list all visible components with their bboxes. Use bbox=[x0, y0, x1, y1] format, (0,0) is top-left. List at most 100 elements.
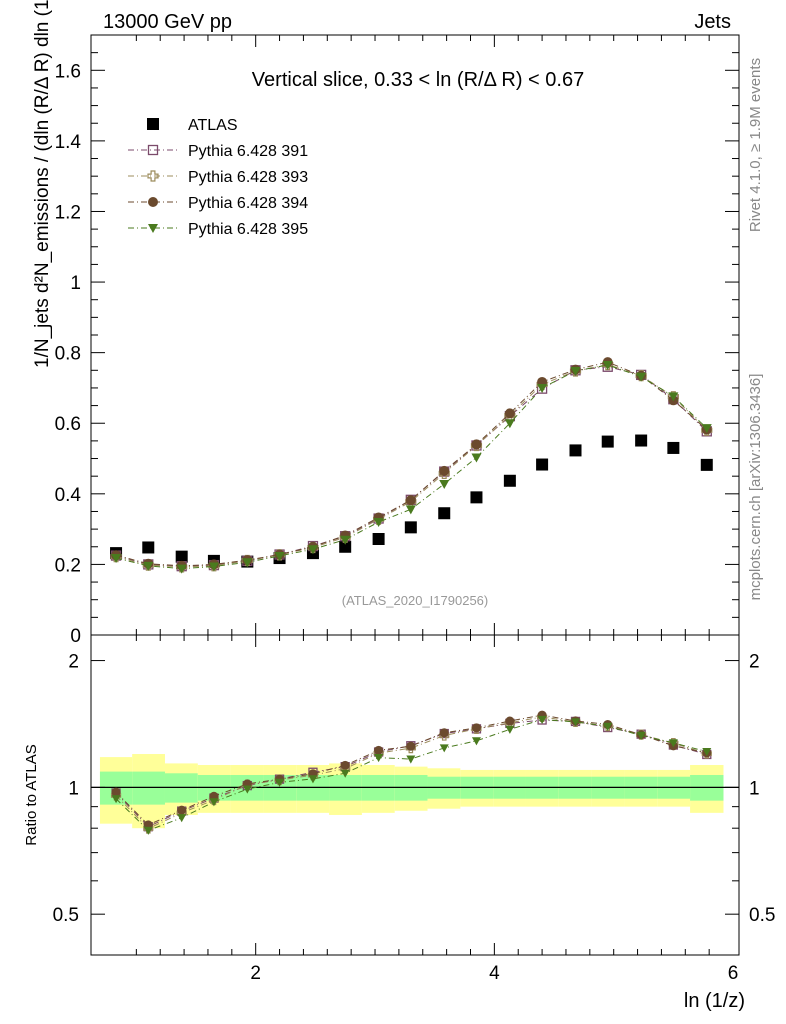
side-text-top: Rivet 4.1.0, ≥ 1.9M events bbox=[747, 58, 764, 232]
marker-triangle-down bbox=[505, 725, 515, 734]
y-tick-label-top: 1.6 bbox=[55, 61, 81, 82]
axes: 2 4 6 0 0.2 0.4 0.6 0.8 1 1.2 1.4 1.6 0.5 0.5 1 1 2 2 bbox=[53, 34, 775, 984]
x-axis-label: ln (1/z) bbox=[684, 990, 745, 1012]
marker-square bbox=[438, 507, 451, 520]
ratio-tick-label-right: 0.5 bbox=[749, 905, 775, 926]
marker-triangle-down bbox=[405, 505, 416, 515]
marker-square bbox=[667, 441, 680, 454]
side-text-bottom: mcplots.cern.ch [arXiv:1306.3436] bbox=[747, 374, 764, 601]
y-tick-label-top: 1.2 bbox=[55, 202, 81, 223]
x-tick-label: 6 bbox=[728, 963, 739, 984]
marker-triangle-down bbox=[143, 561, 154, 571]
series-line bbox=[115, 364, 708, 568]
x-tick-label: 4 bbox=[489, 963, 500, 984]
marker-square bbox=[503, 474, 516, 487]
marker-triangle-down bbox=[439, 479, 450, 489]
marker-square bbox=[404, 521, 417, 534]
ratio-tick-label-right: 1 bbox=[749, 778, 760, 799]
marker-triangle-down bbox=[176, 564, 187, 574]
series-layer bbox=[110, 357, 713, 835]
marker-triangle-down bbox=[242, 558, 253, 568]
marker-triangle-down bbox=[537, 715, 547, 724]
marker-triangle-down bbox=[177, 814, 187, 823]
marker-square bbox=[372, 533, 385, 545]
marker-square bbox=[142, 541, 155, 554]
marker-circle bbox=[148, 197, 158, 207]
y-tick-label-top: 0.6 bbox=[55, 414, 81, 435]
marker-triangle-down bbox=[636, 731, 646, 740]
chart-title: Vertical slice, 0.33 < ln (R/Δ R) < 0.67 bbox=[252, 69, 584, 91]
header-right: Jets bbox=[694, 11, 731, 33]
marker-triangle-down bbox=[668, 739, 678, 748]
ratio-tick-label-left: 2 bbox=[68, 652, 79, 673]
marker-circle bbox=[340, 760, 350, 770]
y-axis-label-top: 1/N_jets d²N_emissions / (dln (R/Δ R) dl… bbox=[32, 0, 53, 368]
legend-label: Pythia 6.428 394 bbox=[188, 195, 308, 212]
series-line bbox=[115, 364, 708, 570]
marker-triangle-down bbox=[602, 361, 613, 370]
legend-item: Pythia 6.428 393 bbox=[128, 169, 308, 186]
marker-open-square bbox=[147, 144, 159, 156]
marker-square bbox=[470, 491, 483, 504]
legend-label: ATLAS bbox=[188, 117, 238, 134]
ratio-plot-frame bbox=[90, 634, 740, 956]
legend: ATLAS Pythia 6.428 391 Pythia 6.428 393 Pyt… bbox=[128, 117, 308, 238]
y-tick-label-top: 0.8 bbox=[55, 344, 81, 365]
legend-item: Pythia 6.428 391 bbox=[128, 143, 308, 160]
marker-square bbox=[700, 458, 713, 471]
marker-triangle-down bbox=[406, 755, 416, 764]
marker-triangle-down bbox=[374, 754, 384, 763]
marker-triangle-down bbox=[439, 744, 449, 753]
legend-label: Pythia 6.428 395 bbox=[188, 221, 308, 238]
marker-triangle-down bbox=[143, 826, 153, 835]
marker-triangle-down bbox=[701, 424, 712, 434]
marker-triangle-down bbox=[471, 737, 481, 746]
marker-circle bbox=[374, 745, 384, 755]
marker-triangle-down bbox=[208, 562, 219, 572]
marker-triangle-down bbox=[702, 748, 712, 757]
marker-triangle-down bbox=[471, 453, 482, 463]
marker-triangle-down bbox=[274, 551, 285, 561]
y-tick-label-top: 0.4 bbox=[55, 485, 82, 506]
marker-triangle-down bbox=[148, 224, 158, 233]
series-pythia-6-428-395 bbox=[111, 361, 712, 835]
marker-square bbox=[175, 550, 188, 563]
y-tick-label-top: 0.2 bbox=[55, 555, 81, 576]
marker-triangle-down bbox=[209, 798, 219, 807]
marker-square bbox=[569, 444, 582, 457]
marker-triangle-down bbox=[275, 778, 285, 787]
marker-circle bbox=[111, 787, 121, 797]
marker-circle bbox=[405, 495, 416, 506]
marker-circle bbox=[471, 723, 481, 733]
marker-circle bbox=[439, 465, 450, 476]
legend-label: Pythia 6.428 393 bbox=[188, 169, 308, 186]
marker-triangle-down bbox=[504, 419, 515, 429]
y-tick-label-top: 1 bbox=[70, 273, 81, 294]
marker-circle bbox=[471, 439, 482, 450]
marker-circle bbox=[439, 728, 449, 738]
ratio-uncertainty-bands bbox=[99, 754, 724, 829]
y-tick-label-top: 0 bbox=[70, 626, 81, 647]
marker-triangle-down bbox=[373, 518, 384, 528]
marker-triangle-down bbox=[308, 775, 318, 784]
marker-triangle-down bbox=[603, 722, 613, 731]
marker-circle bbox=[177, 805, 187, 815]
legend-label: Pythia 6.428 391 bbox=[188, 143, 308, 160]
marker-open-cross bbox=[147, 170, 159, 182]
marker-triangle-down bbox=[570, 367, 581, 376]
legend-item: Pythia 6.428 395 bbox=[128, 221, 308, 238]
marker-circle bbox=[406, 741, 416, 751]
marker-triangle-down bbox=[111, 554, 122, 564]
marker-triangle-down bbox=[340, 535, 351, 545]
ratio-tick-label-right: 2 bbox=[749, 652, 760, 673]
y-tick-label-top: 1.4 bbox=[55, 132, 82, 153]
marker-triangle-down bbox=[340, 769, 350, 778]
y-axis-label-bottom: Ratio to ATLAS bbox=[23, 744, 40, 845]
marker-triangle-down bbox=[242, 785, 252, 794]
header-left: 13000 GeV pp bbox=[103, 11, 232, 33]
marker-triangle-down bbox=[636, 372, 647, 382]
marker-triangle-down bbox=[111, 795, 121, 804]
marker-circle bbox=[504, 408, 515, 419]
ratio-tick-label-left: 1 bbox=[68, 778, 79, 799]
